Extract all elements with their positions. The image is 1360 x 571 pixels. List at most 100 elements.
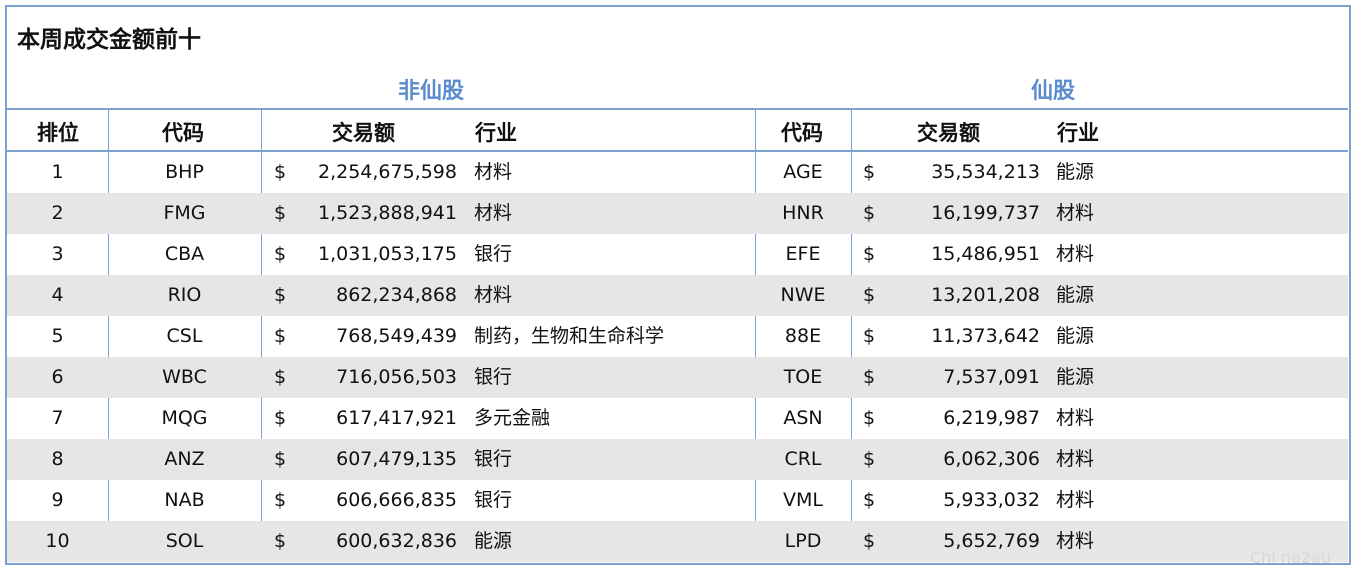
cell-currency-xian: $ bbox=[863, 243, 876, 265]
cell-amount-xian: 5,933,032 bbox=[943, 489, 1040, 511]
cell-industry: 银行 bbox=[474, 448, 513, 470]
cell-industry: 材料 bbox=[474, 161, 513, 183]
column-divider bbox=[851, 110, 852, 559]
cell-industry: 银行 bbox=[474, 366, 513, 388]
cell-industry: 材料 bbox=[474, 202, 513, 224]
header-bottom-border bbox=[7, 150, 1348, 152]
cell-code: BHP bbox=[165, 161, 204, 183]
cell-rank: 10 bbox=[45, 530, 70, 552]
cell-currency: $ bbox=[274, 407, 287, 429]
cell-amount-xian: 35,534,213 bbox=[931, 161, 1040, 183]
cell-currency-xian: $ bbox=[863, 407, 876, 429]
cell-code: ANZ bbox=[164, 448, 205, 470]
cell-rank: 2 bbox=[51, 202, 64, 224]
cell-code: NAB bbox=[164, 489, 205, 511]
group-header-non-xian: 非仙股 bbox=[398, 79, 465, 104]
cell-industry-xian: 材料 bbox=[1056, 243, 1095, 265]
cell-amount: 716,056,503 bbox=[336, 366, 457, 388]
column-divider bbox=[755, 110, 756, 559]
cell-code: RIO bbox=[167, 284, 202, 306]
table-row: 7 MQG $617,417,921 多元金融 ASN $6,219,987 材料 bbox=[7, 398, 1348, 439]
cell-rank: 7 bbox=[51, 407, 64, 429]
cell-industry-xian: 材料 bbox=[1056, 489, 1095, 511]
header-amount: 交易额 bbox=[332, 121, 395, 145]
header-industry-xian: 行业 bbox=[1057, 121, 1099, 145]
cell-code: CSL bbox=[166, 325, 203, 347]
cell-currency: $ bbox=[274, 325, 287, 347]
cell-code: FMG bbox=[163, 202, 206, 224]
cell-rank: 4 bbox=[51, 284, 64, 306]
header-rank: 排位 bbox=[37, 121, 79, 145]
cell-industry: 能源 bbox=[474, 530, 513, 552]
table-row: 9 NAB $606,666,835 银行 VML $5,933,032 材料 bbox=[7, 480, 1348, 521]
cell-code-xian: CRL bbox=[784, 448, 822, 470]
cell-rank: 9 bbox=[51, 489, 64, 511]
cell-amount: 1,031,053,175 bbox=[317, 243, 457, 265]
cell-industry: 制药，生物和生命科学 bbox=[474, 325, 665, 347]
cell-currency-xian: $ bbox=[863, 284, 876, 306]
cell-currency: $ bbox=[274, 243, 287, 265]
cell-rank: 5 bbox=[51, 325, 64, 347]
cell-currency: $ bbox=[274, 284, 287, 306]
cell-amount-xian: 16,199,737 bbox=[931, 202, 1040, 224]
cell-industry: 材料 bbox=[474, 284, 513, 306]
cell-currency: $ bbox=[274, 161, 287, 183]
table-row: 4 RIO $862,234,868 材料 NWE $13,201,208 能源 bbox=[7, 275, 1348, 316]
table-row: 3 CBA $1,031,053,175 银行 EFE $15,486,951 材料 bbox=[7, 234, 1348, 275]
cell-rank: 3 bbox=[51, 243, 64, 265]
cell-currency: $ bbox=[274, 489, 287, 511]
cell-rank: 8 bbox=[51, 448, 64, 470]
watermark: Chi na2au bbox=[1250, 548, 1331, 567]
header-code-xian: 代码 bbox=[781, 121, 823, 145]
cell-rank: 1 bbox=[51, 161, 64, 183]
cell-currency: $ bbox=[274, 530, 287, 552]
cell-amount: 617,417,921 bbox=[336, 407, 457, 429]
cell-code-xian: VML bbox=[783, 489, 823, 511]
header-top-border bbox=[7, 108, 1348, 110]
cell-industry-xian: 能源 bbox=[1056, 325, 1095, 347]
cell-amount: 606,666,835 bbox=[336, 489, 457, 511]
header-code: 代码 bbox=[162, 121, 204, 145]
cell-code: SOL bbox=[165, 530, 204, 552]
cell-amount: 2,254,675,598 bbox=[317, 161, 457, 183]
cell-amount-xian: 15,486,951 bbox=[931, 243, 1040, 265]
cell-industry: 多元金融 bbox=[474, 407, 551, 429]
table-row: 6 WBC $716,056,503 银行 TOE $7,537,091 能源 bbox=[7, 357, 1348, 398]
cell-code-xian: LPD bbox=[784, 530, 822, 552]
table-row: 5 CSL $768,549,439 制药，生物和生命科学 88E $11,373,642… bbox=[7, 316, 1348, 357]
table-row: 1 BHP $2,254,675,598 材料 AGE $35,534,213 能源 bbox=[7, 152, 1348, 193]
cell-currency: $ bbox=[274, 202, 287, 224]
cell-code-xian: HNR bbox=[782, 202, 824, 224]
cell-industry-xian: 能源 bbox=[1056, 161, 1095, 183]
cell-currency: $ bbox=[274, 366, 287, 388]
cell-currency-xian: $ bbox=[863, 448, 876, 470]
cell-code-xian: TOE bbox=[783, 366, 823, 388]
table-row: 2 FMG $1,523,888,941 材料 HNR $16,199,737 材料 bbox=[7, 193, 1348, 234]
cell-code-xian: 88E bbox=[784, 325, 822, 347]
cell-code: MQG bbox=[161, 407, 208, 429]
cell-industry-xian: 材料 bbox=[1056, 407, 1095, 429]
cell-code-xian: AGE bbox=[783, 161, 823, 183]
cell-currency-xian: $ bbox=[863, 202, 876, 224]
cell-amount-xian: 13,201,208 bbox=[931, 284, 1040, 306]
cell-amount-xian: 7,537,091 bbox=[943, 366, 1040, 388]
cell-code: WBC bbox=[162, 366, 207, 388]
cell-industry-xian: 材料 bbox=[1056, 202, 1095, 224]
cell-amount-xian: 6,062,306 bbox=[943, 448, 1040, 470]
group-header-xian: 仙股 bbox=[1031, 79, 1076, 104]
cell-code-xian: EFE bbox=[785, 243, 821, 265]
cell-industry-xian: 能源 bbox=[1056, 284, 1095, 306]
cell-code: CBA bbox=[164, 243, 205, 265]
cell-industry: 银行 bbox=[474, 243, 513, 265]
cell-amount: 607,479,135 bbox=[336, 448, 457, 470]
cell-currency-xian: $ bbox=[863, 530, 876, 552]
cell-amount-xian: 5,652,769 bbox=[943, 530, 1040, 552]
table-row: 10 SOL $600,632,836 能源 LPD $5,652,769 材料 bbox=[7, 521, 1348, 562]
cell-currency-xian: $ bbox=[863, 489, 876, 511]
cell-currency: $ bbox=[274, 448, 287, 470]
cell-code-xian: NWE bbox=[780, 284, 826, 306]
cell-industry: 银行 bbox=[474, 489, 513, 511]
cell-rank: 6 bbox=[51, 366, 64, 388]
column-divider bbox=[261, 110, 262, 559]
cell-amount-xian: 6,219,987 bbox=[943, 407, 1040, 429]
